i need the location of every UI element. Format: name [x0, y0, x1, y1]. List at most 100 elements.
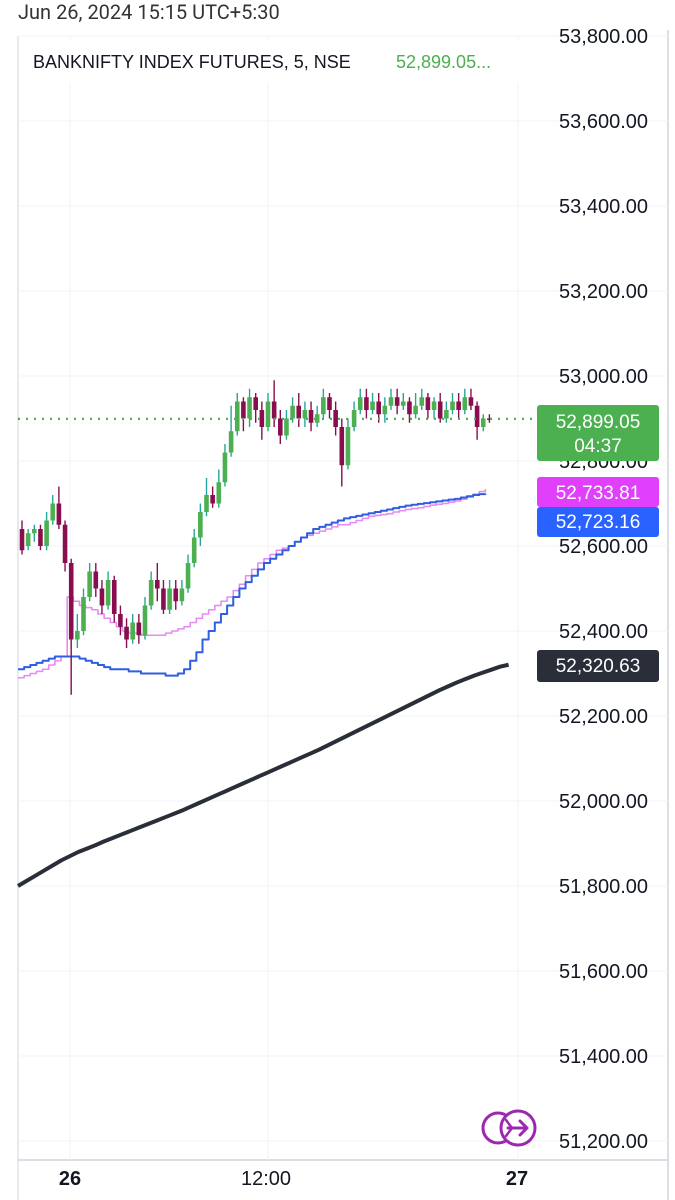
y-tick-label: 51,800.00 [559, 876, 648, 898]
candle [167, 580, 172, 614]
candle-body [413, 405, 418, 415]
price-badge-countdown: 04:37 [574, 436, 622, 457]
candle-body [228, 431, 234, 453]
candle [487, 414, 492, 423]
candle-body [253, 397, 258, 410]
candle [394, 388, 400, 415]
candle-body [407, 401, 412, 415]
candle [327, 393, 332, 419]
black-ma-badge: 52,320.63 [537, 650, 659, 682]
candles [19, 380, 492, 695]
candle-body [216, 482, 222, 504]
candle-body [130, 622, 135, 640]
y-tick-label: 52,400.00 [559, 621, 648, 643]
candle [62, 520, 68, 572]
candle-body [124, 626, 129, 640]
candle-body [173, 588, 179, 602]
black-ma-line [16, 662, 510, 888]
candle-body [370, 401, 375, 410]
candle [68, 558, 74, 695]
candle-body [425, 397, 431, 410]
legend-bg [20, 40, 520, 82]
candle [450, 393, 455, 415]
candle [265, 393, 271, 432]
candle [413, 393, 418, 419]
candle [210, 486, 215, 508]
candle-body [185, 563, 191, 589]
candle [185, 554, 191, 593]
candle [425, 393, 431, 419]
candle-body [345, 427, 351, 466]
candle-body [136, 622, 142, 636]
candle-body [191, 537, 197, 563]
blue-ma-badge: 52,723.16 [537, 507, 659, 537]
candle [136, 614, 142, 644]
candle [105, 571, 111, 610]
candle [111, 575, 117, 623]
candle [253, 393, 258, 423]
candle [50, 495, 56, 525]
candle-body [290, 405, 295, 419]
candle-body [327, 397, 332, 410]
candle-body [357, 397, 363, 410]
candle-body [105, 580, 111, 606]
candle [118, 605, 123, 636]
legend-last-value: 52,899.05... [396, 52, 491, 72]
candle [468, 388, 474, 410]
y-tick-label: 53,800.00 [559, 26, 648, 48]
candle-body [431, 401, 437, 410]
candle [179, 580, 185, 606]
candle-body [437, 401, 443, 419]
candle [173, 580, 179, 610]
candle [25, 529, 31, 551]
y-tick-label: 53,200.00 [559, 281, 648, 303]
candle-body [339, 427, 345, 466]
y-tick-label: 53,000.00 [559, 366, 648, 388]
replay-arrow-icon[interactable] [481, 1109, 537, 1147]
candle [247, 388, 252, 427]
candle [87, 563, 92, 602]
candle-body [388, 397, 394, 406]
candle [388, 388, 394, 410]
candle [437, 393, 443, 423]
candle-body [56, 503, 62, 525]
candle-body [474, 405, 480, 427]
candle [161, 580, 166, 614]
candle-body [118, 614, 123, 627]
candle-body [382, 405, 388, 415]
grid [18, 35, 668, 1160]
candle-body [44, 520, 49, 546]
candle-body [296, 405, 302, 419]
candle [93, 563, 99, 597]
candle [431, 397, 437, 419]
legend-symbol[interactable]: BANKNIFTY INDEX FUTURES, 5, NSE [33, 52, 351, 72]
x-axis: 26 12:00 27 [59, 1168, 528, 1190]
pink-ma-line [18, 489, 487, 679]
candle-body [167, 588, 172, 610]
candle [234, 393, 240, 436]
candle-body [198, 512, 203, 538]
y-tick-label: 52,000.00 [559, 791, 648, 813]
candle-body [487, 418, 492, 420]
pink-ma-value: 52,733.81 [556, 483, 641, 504]
candle [228, 405, 234, 457]
candle [191, 529, 197, 568]
candle [142, 597, 148, 640]
candle-body [462, 397, 468, 410]
candle-body [32, 529, 37, 534]
candle [19, 520, 25, 555]
candle [56, 486, 62, 529]
candle-body [419, 397, 425, 406]
blue-ma-value: 52,723.16 [556, 512, 641, 533]
candle [333, 401, 338, 436]
y-tick-label: 52,200.00 [559, 706, 648, 728]
y-tick-label: 51,400.00 [559, 1046, 648, 1068]
price-badge: 52,899.05 04:37 [537, 405, 659, 461]
blue-ma-line [18, 493, 487, 677]
candle [284, 410, 289, 440]
candle-body [68, 563, 74, 640]
candle-body [81, 597, 86, 631]
candle-body [241, 401, 246, 419]
candle-body [148, 580, 154, 606]
